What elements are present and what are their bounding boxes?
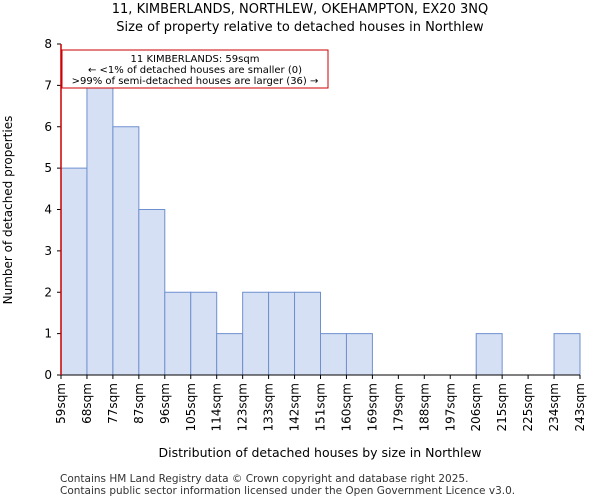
y-tick-label: 5 — [44, 161, 52, 175]
x-tick-labels: 59sqm 68sqm 77sqm 87sqm 96sqm 105sqm 114sqm 123… — [54, 375, 587, 431]
annotation-line-1: 11 KIMBERLANDS: 59sqm — [131, 54, 260, 65]
x-tick-label: 96sqm — [158, 383, 172, 424]
x-tick-label: 179sqm — [391, 383, 405, 431]
annotation-border — [61, 49, 329, 89]
x-tick-label: 133sqm — [262, 383, 276, 431]
bar-77sqm — [112, 126, 140, 376]
bar-160sqm — [345, 333, 373, 376]
y-tick-label: 1 — [44, 327, 52, 341]
x-tick-label: 243sqm — [573, 383, 587, 431]
chart-title: 11, KIMBERLANDS, NORTHLEW, OKEHAMPTON, E… — [111, 2, 489, 17]
x-tick-label: 59sqm — [54, 383, 68, 424]
x-tick-label: 215sqm — [495, 383, 509, 431]
bar-105sqm — [190, 291, 218, 376]
x-tick-label: 142sqm — [288, 383, 302, 431]
y-tick-label: 0 — [44, 368, 52, 382]
x-axis-label: Distribution of detached houses by size … — [159, 445, 482, 460]
bars-group — [60, 84, 581, 376]
annotation-line-2: ← <1% of detached houses are smaller (0) — [88, 65, 302, 76]
footer-line-2: Contains public sector information licen… — [60, 485, 516, 497]
bar-123sqm — [242, 291, 270, 376]
y-tick-labels: 0 1 2 3 4 5 6 7 8 — [44, 37, 61, 382]
x-tick-label: 197sqm — [443, 383, 457, 431]
y-tick-label: 4 — [44, 203, 52, 217]
y-axis-label: Number of detached properties — [1, 116, 15, 305]
x-tick-label: 68sqm — [80, 383, 94, 424]
annotation-line-3: >99% of semi-detached houses are larger … — [72, 76, 319, 87]
x-tick-label: 225sqm — [521, 383, 535, 431]
y-tick-label: 7 — [44, 78, 52, 92]
footer-line-1: Contains HM Land Registry data © Crown c… — [60, 473, 469, 485]
bar-133sqm — [268, 291, 296, 376]
x-tick-label: 105sqm — [184, 383, 198, 431]
bar-151sqm — [320, 333, 347, 376]
x-tick-label: 188sqm — [417, 383, 431, 431]
y-tick-label: 8 — [44, 37, 52, 51]
annotation-box: 11 KIMBERLANDS: 59sqm ← <1% of detached … — [61, 49, 329, 89]
bar-234sqm — [553, 333, 581, 376]
x-tick-label: 160sqm — [339, 383, 353, 431]
chart-subtitle: Size of property relative to detached ho… — [116, 20, 484, 35]
x-tick-label: 206sqm — [469, 383, 483, 431]
bar-59sqm — [60, 167, 88, 376]
x-tick-label: 77sqm — [106, 383, 120, 424]
x-tick-label: 114sqm — [210, 383, 224, 431]
x-tick-label: 151sqm — [314, 383, 328, 431]
bar-68sqm — [86, 84, 114, 376]
bar-206sqm — [475, 333, 503, 376]
bar-96sqm — [164, 291, 192, 376]
bar-114sqm — [216, 333, 244, 376]
x-tick-label: 234sqm — [547, 383, 561, 431]
bar-87sqm — [138, 209, 166, 376]
x-tick-label: 123sqm — [236, 383, 250, 431]
x-tick-label: 169sqm — [365, 383, 379, 431]
x-tick-label: 87sqm — [132, 383, 146, 424]
y-tick-label: 3 — [44, 244, 52, 258]
bar-142sqm — [294, 291, 321, 376]
y-tick-label: 2 — [44, 285, 52, 299]
y-tick-label: 6 — [44, 120, 52, 134]
